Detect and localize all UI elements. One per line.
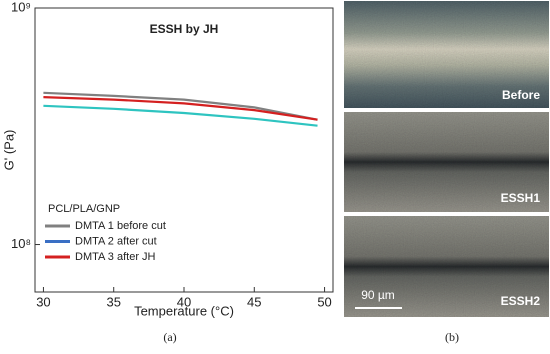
legend-title: PCL/PLA/GNP <box>48 203 120 215</box>
panel-label: (a) <box>163 330 176 344</box>
y-tick-label: 10⁹ <box>11 0 31 14</box>
micrograph-essh2 <box>344 216 549 317</box>
legend-label: DMTA 1 before cut <box>75 220 166 232</box>
x-tick-label: 30 <box>36 294 50 309</box>
y-tick-label: 10⁸ <box>11 236 31 251</box>
x-tick-label: 35 <box>106 294 120 309</box>
x-tick-label: 45 <box>247 294 261 309</box>
series-line <box>43 91 318 121</box>
y-axis-label: G' (Pa) <box>1 130 16 171</box>
chart-title: ESSH by JH <box>150 22 219 36</box>
x-axis-label: Temperature (°C) <box>134 303 234 318</box>
image-label: ESSH1 <box>501 191 541 205</box>
plot-frame <box>34 7 334 293</box>
legend-label: DMTA 3 after JH <box>75 251 156 263</box>
image-label: Before <box>502 88 540 102</box>
legend-label: DMTA 2 after cut <box>75 235 157 247</box>
micrographs: Before ESSH1 ESSH2 90 µm <box>344 1 549 317</box>
series-line <box>43 96 318 121</box>
micrograph-before <box>344 1 549 108</box>
x-tick-label: 40 <box>177 294 191 309</box>
panel-label: (b) <box>445 330 459 344</box>
series-line <box>43 104 318 127</box>
scale-bar-label: 90 µm <box>361 288 395 302</box>
x-tick-label: 50 <box>317 294 331 309</box>
image-label: ESSH2 <box>501 294 541 308</box>
micrograph-essh1 <box>344 112 549 212</box>
